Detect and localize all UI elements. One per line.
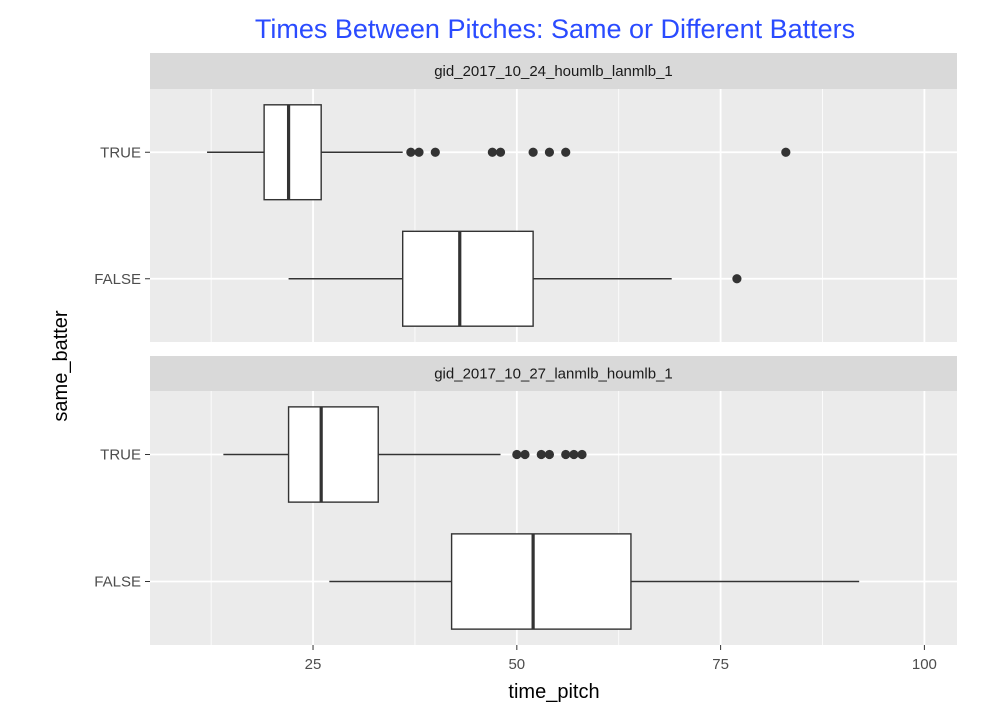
y-tick-label: TRUE: [100, 447, 141, 464]
boxplot-false: [329, 533, 860, 630]
box-iqr: [287, 406, 379, 503]
outlier-point: [536, 449, 546, 460]
y-tick-label: FALSE: [94, 271, 141, 288]
y-axis-title: same_batter: [50, 310, 72, 422]
facet-panel: gid_2017_10_24_houmlb_lanmlb_1 TRUE FALSE: [94, 53, 957, 342]
panels: gid_2017_10_24_houmlb_lanmlb_1TRUEFALSEg…: [94, 53, 957, 673]
x-tick-label: 50: [508, 656, 525, 673]
outlier-point: [544, 147, 555, 157]
x-tick-label: 100: [912, 656, 937, 673]
outlier-point: [430, 147, 440, 157]
outlier-point: [487, 147, 497, 157]
outlier-point: [561, 147, 571, 157]
outlier-point: [544, 449, 555, 460]
boxplot-true: [223, 406, 587, 503]
facet-strip: [150, 356, 957, 391]
box-iqr: [450, 533, 632, 630]
facet-strip-label: gid_2017_10_24_houmlb_lanmlb_1: [434, 63, 673, 80]
outlier-point: [577, 449, 587, 460]
outlier-point: [569, 449, 579, 460]
outlier-point: [406, 147, 416, 157]
boxplot-false: [288, 230, 742, 327]
y-tick-label: FALSE: [94, 574, 141, 591]
x-axis-title: time_pitch: [508, 681, 599, 703]
outlier-point: [414, 147, 424, 157]
x-tick-label: 25: [305, 656, 322, 673]
outlier-point: [495, 147, 506, 157]
facet-panel: gid_2017_10_27_lanmlb_houmlb_1 TRUE FALSE 2…: [94, 356, 957, 673]
chart-title: Times Between Pitches: Same or Different…: [255, 14, 855, 44]
box-iqr: [401, 230, 534, 327]
x-tick-label: 75: [712, 656, 729, 673]
outlier-point: [512, 449, 522, 460]
y-tick-label: TRUE: [100, 144, 141, 161]
box-iqr: [263, 104, 322, 201]
outlier-point: [520, 449, 530, 460]
facet-strip: [150, 53, 957, 89]
outlier-point: [561, 449, 571, 460]
outlier-point: [781, 147, 791, 157]
boxplot-true: [207, 104, 791, 201]
facet-strip-label: gid_2017_10_27_lanmlb_houmlb_1: [434, 366, 673, 383]
outlier-point: [732, 274, 742, 284]
outlier-point: [528, 147, 538, 157]
